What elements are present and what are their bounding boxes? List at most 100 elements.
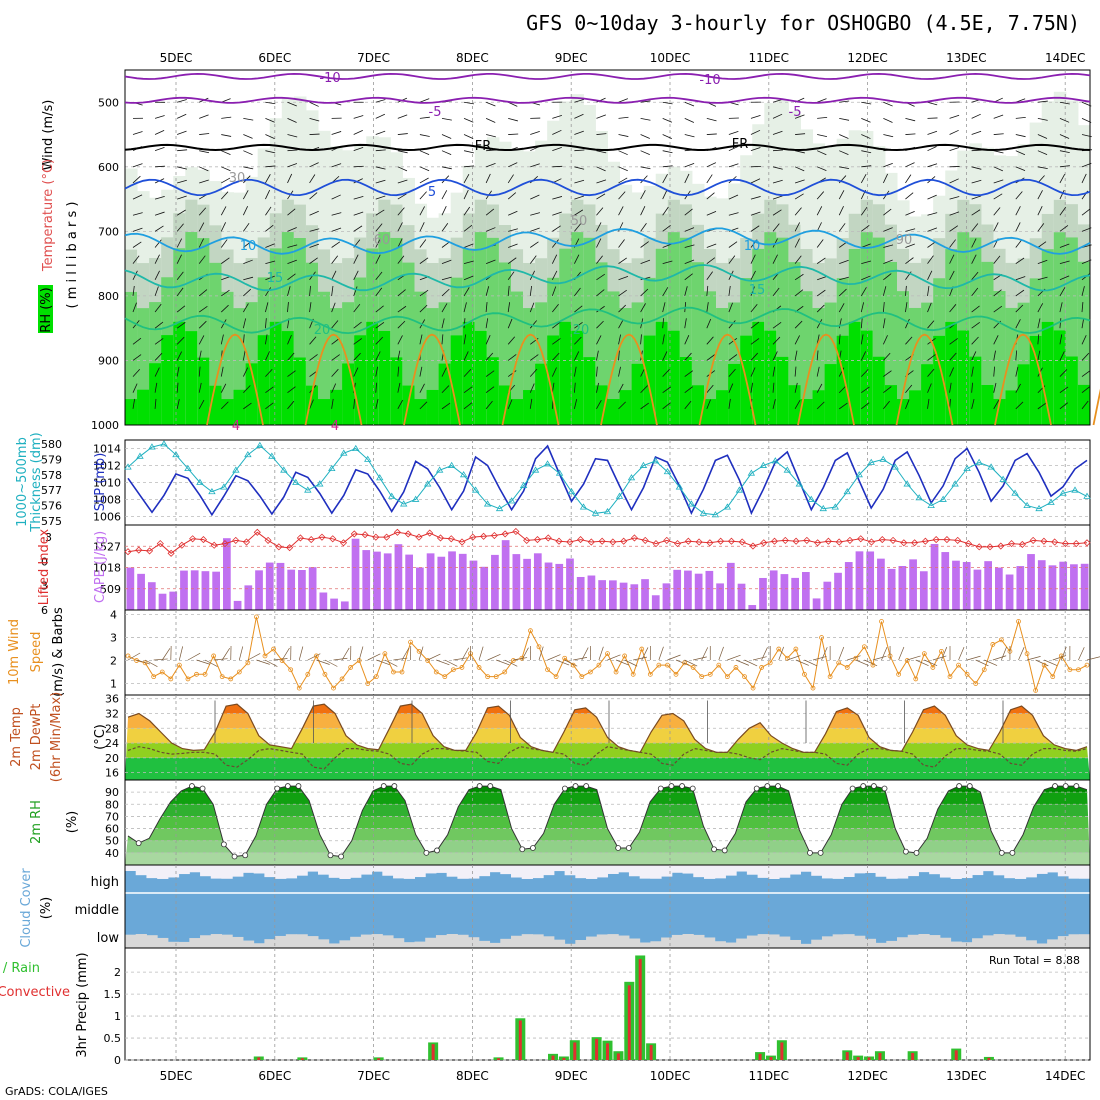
temp-tick-label: 16 bbox=[105, 767, 119, 780]
lifted-index-marker bbox=[480, 532, 488, 540]
wind-barb bbox=[154, 115, 165, 119]
wind-barb bbox=[419, 366, 423, 377]
surface-wind-barb bbox=[727, 654, 741, 661]
precip-convective-bar bbox=[649, 1045, 653, 1060]
lifted-index-marker bbox=[393, 528, 401, 536]
wind-barb bbox=[706, 318, 712, 329]
run-total-label: Run Total = 8.88 bbox=[989, 954, 1080, 967]
lifted-index-marker bbox=[436, 534, 445, 542]
precip-convective-bar bbox=[595, 1038, 599, 1060]
precip-convective-bar bbox=[551, 1055, 555, 1060]
wind-barb bbox=[463, 402, 473, 410]
wind-barb bbox=[198, 289, 208, 297]
surface-wind-barb bbox=[196, 659, 210, 665]
high-cloud-gap bbox=[875, 865, 887, 877]
wind-barb bbox=[287, 273, 296, 281]
wind-barb bbox=[971, 351, 977, 361]
low-cloud-gap bbox=[393, 938, 405, 948]
contour-label: 90 bbox=[896, 233, 913, 248]
wind-barb bbox=[882, 318, 886, 329]
wind-barb bbox=[1015, 191, 1023, 200]
wind-barb bbox=[618, 177, 628, 184]
low-cloud-gap bbox=[1004, 934, 1016, 948]
lifted-index-marker bbox=[156, 540, 164, 548]
rh-shade-bright bbox=[293, 357, 307, 425]
thickness-marker bbox=[927, 501, 935, 508]
wind-barb bbox=[419, 116, 430, 119]
wind-speed-marker bbox=[288, 667, 294, 673]
high-cloud-gap bbox=[897, 865, 909, 879]
wind-barb bbox=[706, 118, 717, 122]
wind-barb bbox=[905, 336, 913, 345]
wind-barb bbox=[287, 370, 296, 377]
rh-marker bbox=[572, 783, 579, 789]
wind-barb bbox=[927, 285, 930, 296]
cape-bar bbox=[576, 576, 585, 610]
cape-bar bbox=[662, 583, 671, 610]
wind-barb bbox=[949, 304, 957, 313]
rh-shade-bright bbox=[462, 321, 476, 425]
wind-barb bbox=[1059, 318, 1062, 329]
thickness-marker bbox=[987, 463, 995, 470]
wind-barb bbox=[838, 303, 845, 313]
high-cloud-gap bbox=[832, 865, 844, 879]
wind-barb bbox=[772, 195, 783, 200]
wind-barb bbox=[552, 196, 563, 200]
cape-bar bbox=[158, 593, 167, 610]
slp-tick-label: 1012 bbox=[93, 460, 121, 473]
wind-barb bbox=[419, 304, 428, 313]
low-cloud-gap bbox=[264, 939, 276, 948]
wind-speed-marker bbox=[879, 619, 884, 624]
y-axis-label-rh: RH (%) bbox=[39, 287, 54, 332]
wind-barb bbox=[927, 302, 932, 313]
wind-barb bbox=[838, 385, 847, 394]
precip-convective-bar bbox=[562, 1057, 566, 1060]
wind-barb bbox=[1037, 318, 1041, 329]
wind-barb bbox=[1059, 287, 1066, 297]
wind-barb bbox=[552, 239, 559, 248]
wind-barb bbox=[507, 271, 515, 281]
wind-barb bbox=[309, 302, 312, 313]
wind-barb bbox=[772, 287, 780, 297]
wind-barb bbox=[750, 321, 760, 329]
wind-barb bbox=[1081, 162, 1092, 168]
date-label-bottom: 10DEC bbox=[650, 1069, 690, 1083]
cape-bar bbox=[480, 566, 489, 610]
wind-barb bbox=[795, 133, 806, 135]
rh-legend-swatch bbox=[38, 285, 53, 333]
lifted-index-marker bbox=[857, 535, 865, 543]
surface-wind-barb bbox=[153, 658, 168, 661]
wind-barb bbox=[993, 289, 1002, 297]
wind-barb bbox=[993, 335, 999, 345]
lifted-index-marker bbox=[609, 538, 617, 546]
lifted-index-marker bbox=[986, 543, 994, 551]
wind-barb bbox=[662, 174, 668, 184]
wind-barb bbox=[287, 149, 298, 152]
wind-barb bbox=[861, 369, 869, 377]
wind-barb bbox=[684, 134, 695, 138]
cape-bar bbox=[694, 573, 703, 610]
wind-barb bbox=[816, 304, 825, 313]
wind-barb bbox=[728, 398, 731, 409]
wind-barb bbox=[1081, 352, 1090, 361]
wind-barb bbox=[353, 254, 359, 264]
high-cloud-gap bbox=[468, 865, 480, 879]
surface-wind-barb bbox=[1086, 656, 1100, 661]
wind-barb bbox=[353, 211, 364, 216]
wind-barb bbox=[198, 305, 208, 313]
wind-speed-marker bbox=[699, 674, 705, 680]
wind-barb bbox=[154, 239, 162, 248]
low-cloud-gap bbox=[918, 934, 930, 948]
thickness-marker bbox=[136, 452, 144, 459]
wind-barb bbox=[839, 118, 850, 121]
wind-barb bbox=[419, 239, 427, 248]
rh-marker bbox=[998, 849, 1005, 856]
wind-barb bbox=[817, 276, 827, 281]
wind-barb bbox=[750, 270, 756, 280]
rh-shade-bright bbox=[137, 389, 150, 425]
wind-barb bbox=[618, 257, 627, 264]
wind-barb bbox=[485, 386, 495, 394]
lifted-index-tick-label: 6 bbox=[41, 604, 48, 617]
surface-wind-barb bbox=[907, 655, 921, 661]
wind-barb bbox=[662, 189, 668, 200]
